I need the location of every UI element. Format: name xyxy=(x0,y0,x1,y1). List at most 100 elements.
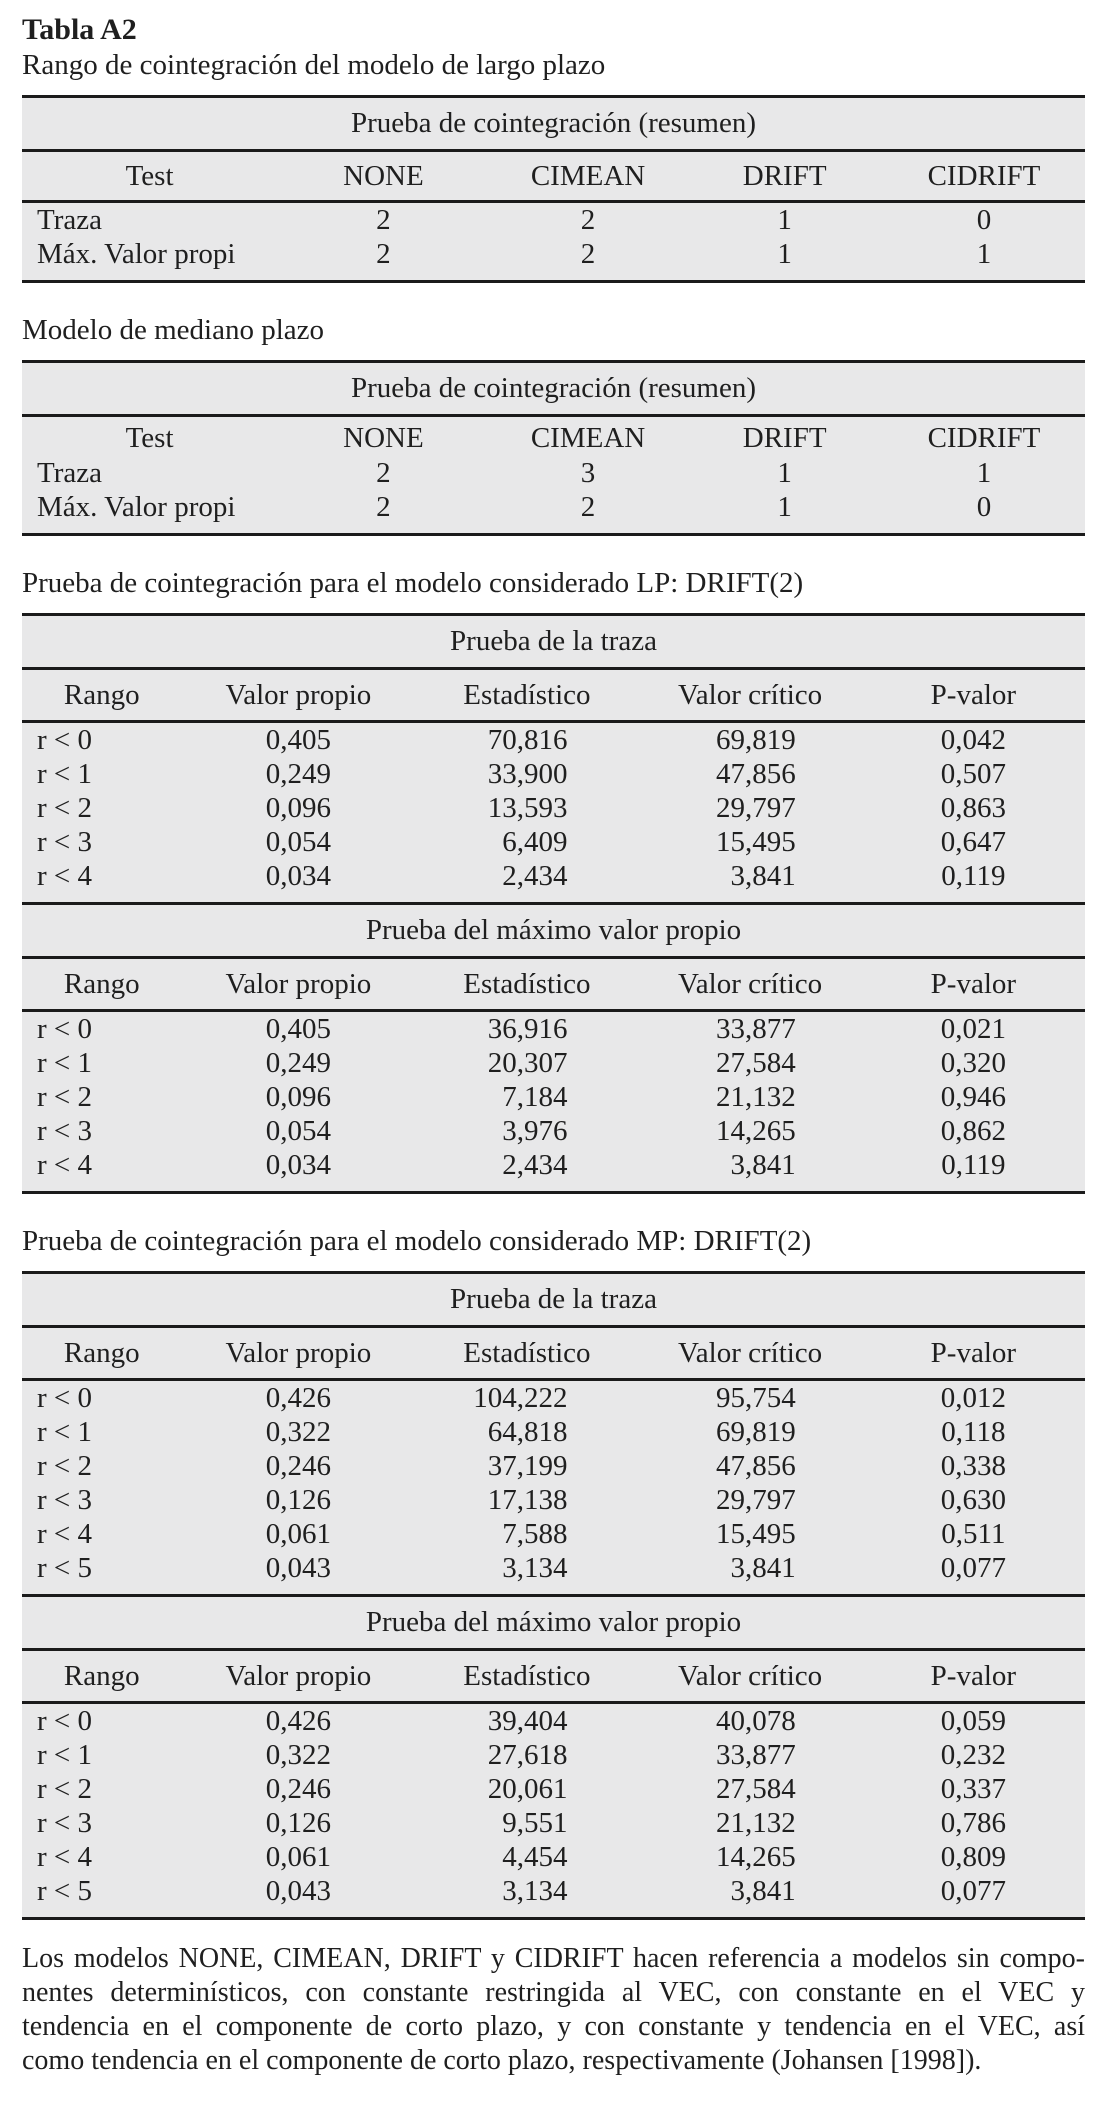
critical-value-cell: 69,819 xyxy=(715,1416,796,1448)
statistic-cell: 104,222 xyxy=(473,1382,568,1414)
summary-table-mp: Test NONE CIMEAN DRIFT CIDRIFT Traza 2 3 1 1… xyxy=(22,417,1085,533)
column-header: Rango xyxy=(22,1651,182,1704)
critical-value-cell: 95,754 xyxy=(715,1382,796,1414)
statistic-cell: 7,184 xyxy=(502,1081,568,1113)
table-row: Traza 2 3 1 1 xyxy=(22,456,1085,490)
statistic-cell: 9,551 xyxy=(502,1807,568,1839)
band-header-lp-trace: Prueba de la traza xyxy=(22,616,1085,670)
critical-value-cell: 21,132 xyxy=(715,1081,796,1113)
none-cell: 2 xyxy=(376,491,391,523)
cidrift-cell: 0 xyxy=(976,204,992,236)
eigenvalue-cell: 0,054 xyxy=(265,826,331,858)
test-label-cell: Traza xyxy=(37,457,102,489)
statistic-cell: 27,618 xyxy=(487,1739,568,1771)
table-row: r < 1 0,249 33,900 47,856 0,507 xyxy=(22,757,1085,791)
table-row: r < 4 0,034 2,434 3,841 0,119 xyxy=(22,859,1085,902)
critical-value-cell: 40,078 xyxy=(715,1705,796,1737)
table-row: r < 2 0,096 13,593 29,797 0,863 xyxy=(22,791,1085,825)
none-cell: 2 xyxy=(376,457,391,489)
critical-value-cell: 29,797 xyxy=(715,1484,796,1516)
table-row: r < 3 0,126 17,138 29,797 0,630 xyxy=(22,1483,1085,1517)
critical-value-cell: 69,819 xyxy=(715,724,796,756)
footnote-line: tendencia en el componente de corto plaz… xyxy=(22,2011,1085,2042)
p-value-cell: 0,338 xyxy=(940,1450,1006,1482)
critical-value-cell: 27,584 xyxy=(715,1047,796,1079)
table-row: r < 5 0,043 3,134 3,841 0,077 xyxy=(22,1874,1085,1917)
mp-maxeig-table: Rango Valor propio Estadístico Valor crític… xyxy=(22,1651,1085,1917)
mp-trace-table: Rango Valor propio Estadístico Valor crític… xyxy=(22,1328,1085,1594)
rank-cell: r < 2 xyxy=(37,1081,93,1113)
rank-cell: r < 3 xyxy=(37,1807,93,1839)
statistic-cell: 3,134 xyxy=(502,1875,568,1907)
table-row: r < 4 0,061 7,588 15,495 0,511 xyxy=(22,1517,1085,1551)
statistic-cell: 70,816 xyxy=(487,724,568,756)
caption-mp-detail: Prueba de cointegración para el modelo c… xyxy=(22,1225,812,1257)
p-value-cell: 0,511 xyxy=(941,1518,1006,1550)
mp-detail-table-group: Prueba de la traza Rango Valor propio Esta… xyxy=(22,1271,1085,1920)
column-header-row: Test NONE CIMEAN DRIFT CIDRIFT xyxy=(22,417,1085,456)
column-header: Valor propio xyxy=(181,1651,416,1704)
p-value-cell: 0,946 xyxy=(940,1081,1006,1113)
critical-value-cell: 3,841 xyxy=(730,1552,796,1584)
table-row: r < 2 0,096 7,184 21,132 0,946 xyxy=(22,1080,1085,1114)
test-label-cell: Máx. Valor propi xyxy=(37,238,236,270)
band-header-mp-trace: Prueba de la traza xyxy=(22,1274,1085,1328)
p-value-cell: 0,119 xyxy=(941,860,1006,892)
p-value-cell: 0,232 xyxy=(940,1739,1006,1771)
table-row: r < 2 0,246 20,061 27,584 0,337 xyxy=(22,1772,1085,1806)
rank-cell: r < 1 xyxy=(37,1047,93,1079)
p-value-cell: 0,647 xyxy=(940,826,1006,858)
p-value-cell: 0,059 xyxy=(940,1705,1006,1737)
statistic-cell: 2,434 xyxy=(502,1149,568,1181)
eigenvalue-cell: 0,096 xyxy=(265,1081,331,1113)
cidrift-cell: 1 xyxy=(976,457,992,489)
rank-cell: r < 0 xyxy=(37,1382,93,1414)
footnote-line: nentes determinísticos, con constante re… xyxy=(22,1977,1085,2008)
rank-cell: r < 3 xyxy=(37,1484,93,1516)
eigenvalue-cell: 0,096 xyxy=(265,792,331,824)
column-header: NONE xyxy=(343,422,424,454)
eigenvalue-cell: 0,034 xyxy=(265,860,331,892)
statistic-cell: 3,134 xyxy=(502,1552,568,1584)
eigenvalue-cell: 0,034 xyxy=(265,1149,331,1181)
table-row: r < 4 0,034 2,434 3,841 0,119 xyxy=(22,1148,1085,1191)
column-header: Valor propio xyxy=(181,670,416,723)
table-row: r < 4 0,061 4,454 14,265 0,809 xyxy=(22,1840,1085,1874)
rank-cell: r < 0 xyxy=(37,1705,93,1737)
column-header: Estadístico xyxy=(415,959,639,1012)
rank-cell: r < 0 xyxy=(37,1013,93,1045)
column-header: CIMEAN xyxy=(489,152,687,203)
eigenvalue-cell: 0,246 xyxy=(265,1773,331,1805)
column-header: DRIFT xyxy=(686,152,883,203)
drift-cell: 1 xyxy=(777,204,792,236)
critical-value-cell: 33,877 xyxy=(715,1013,796,1045)
p-value-cell: 0,320 xyxy=(940,1047,1006,1079)
p-value-cell: 0,118 xyxy=(941,1416,1006,1448)
critical-value-cell: 15,495 xyxy=(715,826,796,858)
critical-value-cell: 47,856 xyxy=(715,758,796,790)
rank-cell: r < 3 xyxy=(37,1115,93,1147)
eigenvalue-cell: 0,126 xyxy=(265,1807,331,1839)
table-row: r < 3 0,126 9,551 21,132 0,786 xyxy=(22,1806,1085,1840)
cimean-cell: 2 xyxy=(580,238,596,270)
band-header-lp-maxeig: Prueba del máximo valor propio xyxy=(22,902,1085,959)
p-value-cell: 0,077 xyxy=(940,1875,1006,1907)
critical-value-cell: 47,856 xyxy=(715,1450,796,1482)
statistic-cell: 4,454 xyxy=(502,1841,568,1873)
critical-value-cell: 15,495 xyxy=(715,1518,796,1550)
eigenvalue-cell: 0,061 xyxy=(265,1518,331,1550)
column-header-row: Rango Valor propio Estadístico Valor crític… xyxy=(22,959,1085,1012)
eigenvalue-cell: 0,054 xyxy=(265,1115,331,1147)
column-header: Valor crítico xyxy=(638,1651,862,1704)
critical-value-cell: 33,877 xyxy=(715,1739,796,1771)
table-row: r < 0 0,426 104,222 95,754 0,012 xyxy=(22,1380,1085,1416)
lp-detail-table-group: Prueba de la traza Rango Valor propio Esta… xyxy=(22,613,1085,1194)
column-header: P-valor xyxy=(861,959,1085,1012)
lp-maxeig-table: Rango Valor propio Estadístico Valor crític… xyxy=(22,959,1085,1191)
column-header: CIDRIFT xyxy=(927,422,1041,454)
rank-cell: r < 4 xyxy=(37,1841,93,1873)
drift-cell: 1 xyxy=(777,457,792,489)
rank-cell: r < 2 xyxy=(37,1450,93,1482)
table-row: Máx. Valor propi 2 2 1 1 xyxy=(22,237,1085,280)
